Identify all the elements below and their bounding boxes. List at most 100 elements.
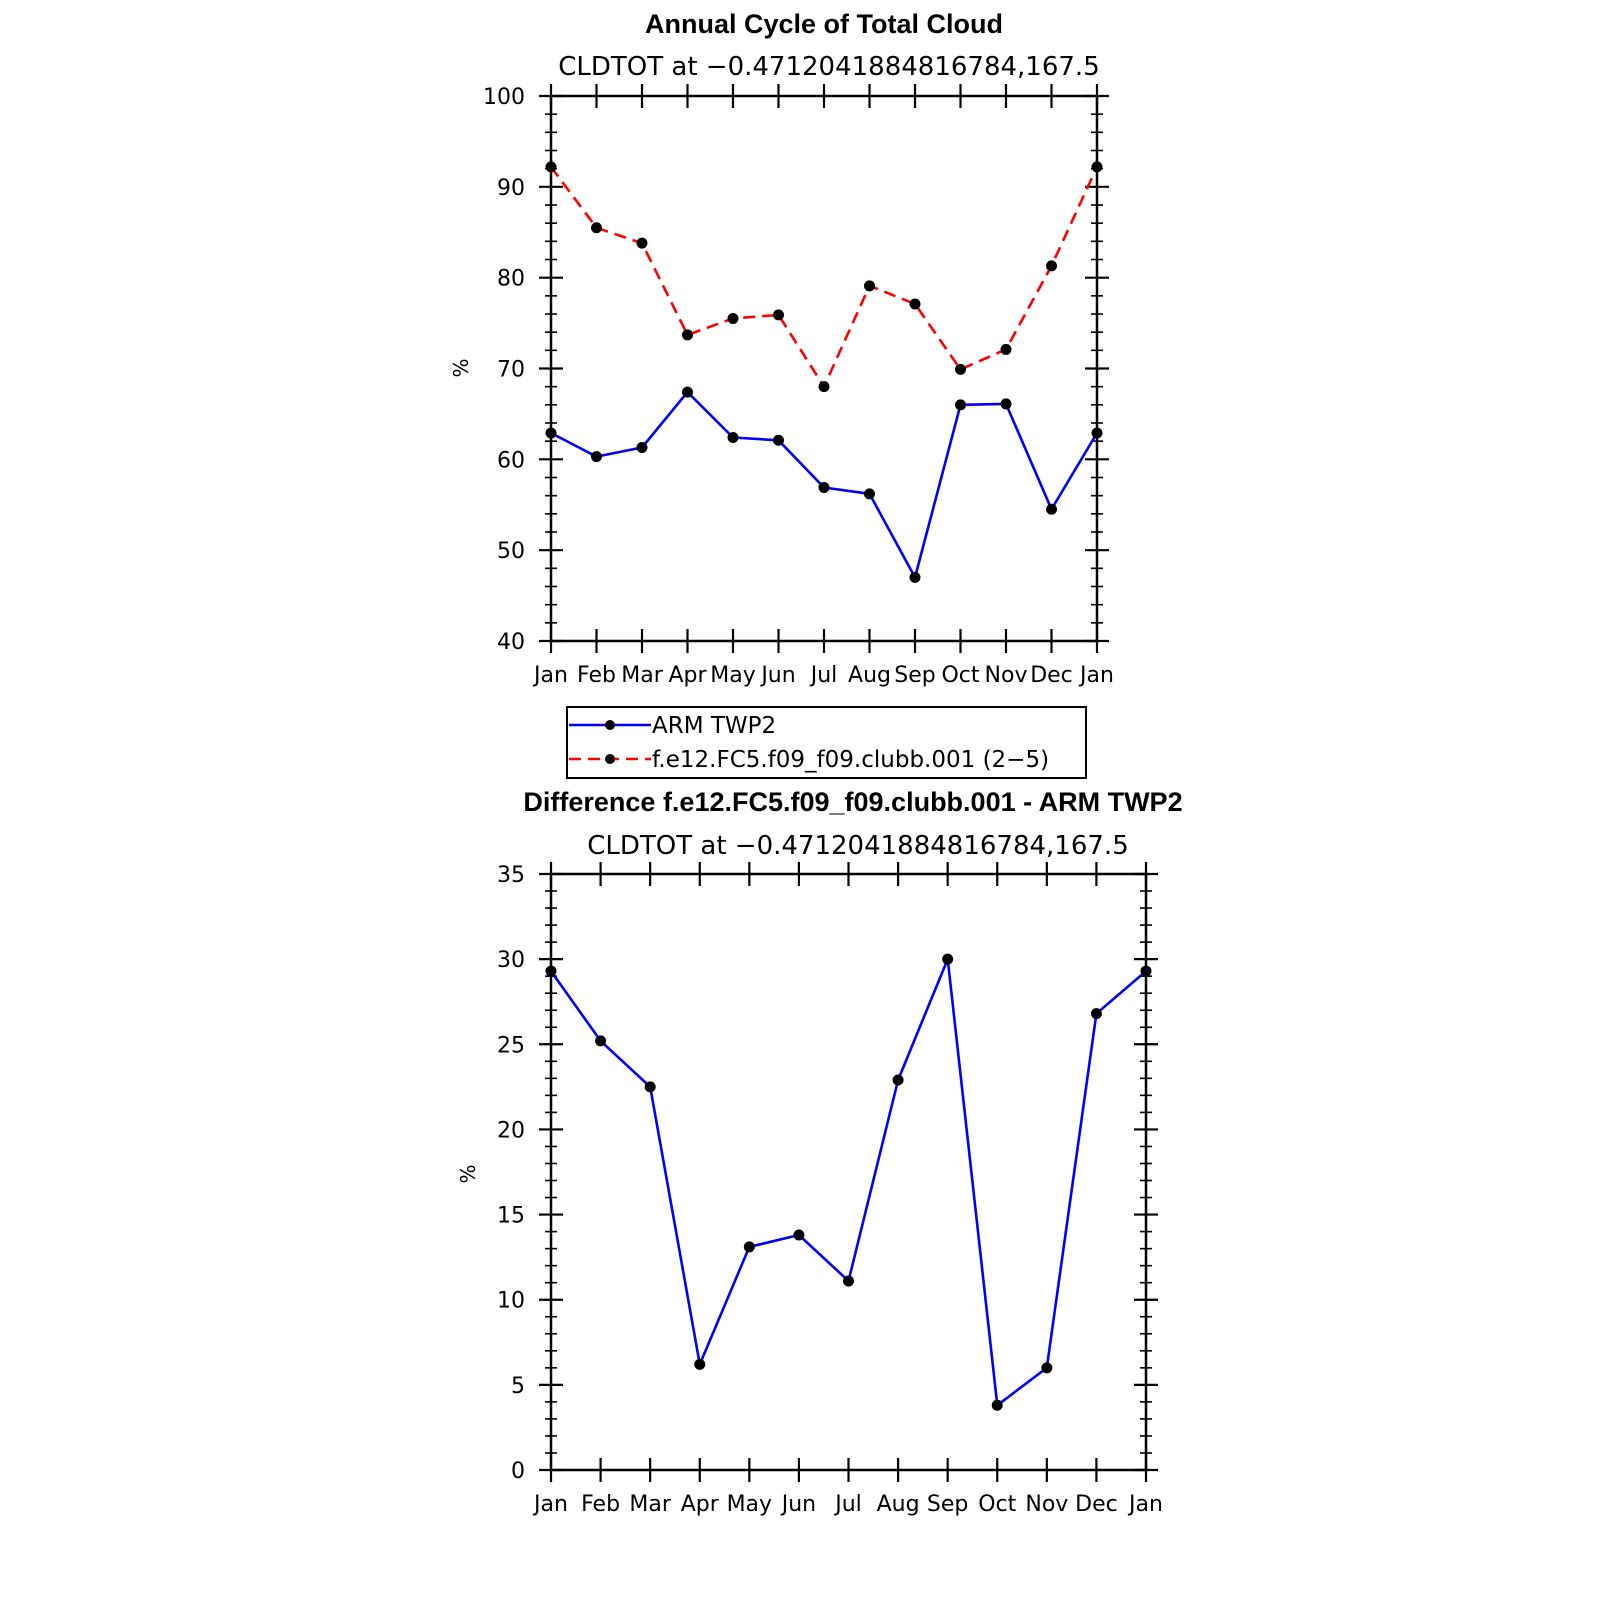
data-point (1041, 1362, 1053, 1374)
x-tick-label: Jun (780, 1492, 816, 1517)
x-tick-label: Jul (809, 663, 838, 688)
data-point (694, 1358, 706, 1370)
y-tick-label: 100 (483, 85, 525, 110)
y-axis-label: % (456, 1164, 480, 1183)
x-tick-label: Jan (1078, 663, 1114, 688)
plot-frame (549, 94, 1099, 643)
data-point (991, 1399, 1003, 1411)
plot-axes (539, 862, 1158, 1482)
chart-subtitle: CLDTOT at −0.4712041884816784,167.5 (558, 52, 1100, 82)
x-tick-label: Jan (1127, 1492, 1163, 1517)
data-point (909, 571, 921, 583)
y-tick-label: 90 (497, 176, 525, 201)
y-tick-labels: 40 50 60 70 80 90 100 (483, 85, 525, 655)
data-point (743, 1241, 755, 1253)
y-tick-label: 80 (497, 267, 525, 292)
legend-label-model: f.e12.FC5.f09_f09.clubb.001 (2−5) (652, 747, 1049, 773)
y-tick-label: 50 (497, 539, 525, 564)
data-point (682, 386, 693, 398)
y-tick-label: 60 (497, 448, 525, 473)
data-point (864, 280, 875, 292)
series-line-0 (549, 957, 1147, 1407)
data-point (1046, 503, 1057, 515)
series-layer (545, 953, 1152, 1411)
x-tick-label: Jan (532, 1492, 568, 1517)
y-tick-label: 20 (497, 1118, 525, 1143)
y-tick-label: 0 (511, 1459, 525, 1484)
data-point (793, 1229, 805, 1241)
series-layer (545, 161, 1103, 583)
x-tick-label: Sep (894, 663, 935, 688)
x-tick-label: Jun (759, 663, 795, 688)
legend-box (566, 706, 1087, 779)
data-point (955, 399, 966, 411)
data-point (942, 953, 954, 965)
y-tick-label: 70 (497, 358, 525, 383)
data-point (1091, 161, 1103, 173)
series-line-1 (549, 166, 1099, 389)
data-point (545, 161, 557, 173)
x-tick-label: Jan (532, 663, 568, 688)
data-point (843, 1275, 854, 1287)
data-point (1000, 398, 1012, 410)
data-point (773, 434, 784, 446)
data-point (864, 488, 875, 500)
x-tick-label: Feb (577, 663, 616, 688)
y-tick-label: 5 (511, 1374, 525, 1399)
y-tick-label: 35 (497, 863, 525, 888)
y-tick-label: 10 (497, 1289, 525, 1314)
legend-marker-arm-twp2 (605, 720, 615, 730)
plot-axes (539, 84, 1109, 653)
legend-label-arm-twp2: ARM TWP2 (652, 713, 776, 739)
x-tick-label: Aug (848, 663, 891, 688)
legend-marker-model (605, 754, 615, 764)
x-tick-label: Sep (927, 1492, 968, 1517)
y-tick-label: 25 (497, 1033, 525, 1058)
y-tick-labels: 0 5 10 15 20 25 30 35 (497, 863, 525, 1484)
x-tick-label: Aug (877, 1492, 920, 1517)
data-point (595, 1035, 607, 1047)
x-tick-label: Mar (629, 1492, 671, 1517)
data-point (682, 329, 693, 341)
x-tick-label: Apr (668, 663, 707, 688)
x-tick-label: Jul (833, 1492, 862, 1517)
difference-chart: Difference f.e12.FC5.f09_f09.clubb.001 -… (456, 787, 1183, 1517)
data-point (818, 381, 830, 393)
annual-cycle-chart: Annual Cycle of Total Cloud CLDTOT at −0… (449, 9, 1114, 688)
data-point (1000, 343, 1012, 355)
data-point (818, 481, 830, 493)
data-point (1140, 965, 1152, 977)
x-tick-label: Mar (621, 663, 663, 688)
x-tick-labels: Jan Feb Mar Apr May Jun Jul Aug Sep Oct Nov Dec Jan (532, 1492, 1163, 1517)
y-axis-label: % (449, 358, 473, 377)
x-tick-label: Feb (581, 1492, 620, 1517)
x-tick-label: Dec (1075, 1492, 1118, 1517)
y-tick-label: 40 (497, 630, 525, 655)
x-tick-labels: Jan Feb Mar Apr May Jun Jul Aug Sep Oct Nov Dec Jan (532, 663, 1114, 688)
data-point (727, 313, 739, 325)
data-point (1046, 260, 1057, 272)
data-point (636, 442, 648, 454)
chart-subtitle: CLDTOT at −0.4712041884816784,167.5 (587, 831, 1129, 861)
data-point (773, 309, 784, 321)
x-tick-label: Nov (1025, 1492, 1068, 1517)
data-point (955, 363, 966, 375)
x-tick-label: May (727, 1492, 772, 1517)
y-tick-label: 30 (497, 948, 525, 973)
chart-title: Difference f.e12.FC5.f09_f09.clubb.001 -… (523, 787, 1182, 817)
data-point (1090, 1008, 1102, 1020)
chart-title: Annual Cycle of Total Cloud (645, 9, 1003, 39)
x-tick-label: May (710, 663, 755, 688)
data-point (545, 427, 557, 439)
legend: ARM TWP2 f.e12.FC5.f09_f09.clubb.001 (2−… (566, 706, 1087, 779)
y-tick-label: 15 (497, 1204, 525, 1229)
data-point (545, 965, 557, 977)
plot-frame (549, 872, 1148, 1472)
x-tick-label: Nov (985, 663, 1028, 688)
data-point (727, 432, 739, 444)
data-point (1091, 427, 1103, 439)
data-point (644, 1081, 656, 1093)
data-point (636, 237, 648, 249)
x-tick-label: Oct (941, 663, 979, 688)
